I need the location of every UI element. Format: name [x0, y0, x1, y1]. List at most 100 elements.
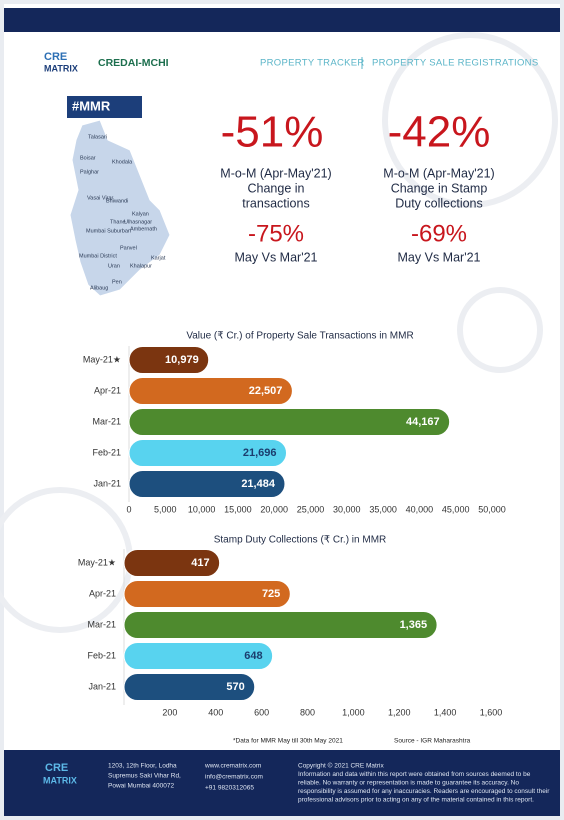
x-tick-label: 35,000: [369, 504, 397, 514]
x-tick-label: 200: [162, 707, 177, 717]
bar: [123, 611, 438, 639]
stat-sub-label: May Vs Mar'21: [398, 250, 481, 264]
top-band: [4, 8, 560, 32]
x-tick-label: 800: [300, 707, 315, 717]
x-tick-label: 10,000: [188, 504, 216, 514]
stat-sub-value: -69%: [411, 220, 467, 247]
category-label: Feb-21: [92, 447, 121, 457]
stat-label: Change in Stamp: [391, 181, 488, 195]
chart-title: Value (₹ Cr.) of Property Sale Transacti…: [186, 331, 413, 342]
bar: [128, 377, 293, 405]
chart-title: Stamp Duty Collections (₹ Cr.) in MMR: [214, 535, 387, 546]
map-place: Pen: [112, 279, 122, 285]
map-place: Palghar: [80, 169, 99, 175]
x-tick-label: 600: [254, 707, 269, 717]
footer-band: [4, 750, 560, 816]
partner-logo: CREDAI-MCHI: [98, 57, 169, 69]
source-note: Source - IGR Maharashtra: [394, 738, 471, 745]
bar: [128, 439, 288, 467]
x-tick-label: 40,000: [406, 504, 434, 514]
footer-address: Supremus Saki Vihar Rd,: [108, 773, 181, 780]
map-tag-bg: [67, 96, 142, 118]
bar: [128, 408, 451, 436]
bar: [128, 346, 210, 374]
x-tick-label: 1,400: [434, 707, 457, 717]
x-tick-label: 1,200: [388, 707, 411, 717]
x-tick-label: 30,000: [333, 504, 361, 514]
stat-label: transactions: [242, 196, 309, 210]
value-label: 21,484: [241, 478, 276, 490]
footer-copyright: Copyright © 2021 CRE Matrix: [298, 762, 384, 770]
value-label: 21,696: [243, 447, 277, 459]
footer-copyright: Information and data within this report …: [298, 771, 531, 778]
value-label: 1,365: [400, 619, 428, 631]
category-label: Jan-21: [88, 681, 116, 691]
stat-label: Duty collections: [395, 196, 483, 210]
stat-label: M-o-M (Apr-May'21): [383, 166, 494, 180]
x-tick-label: 1,000: [342, 707, 365, 717]
data-note: *Data for MMR May till 30th May 2021: [233, 738, 343, 745]
logo-cre: CRE: [44, 51, 67, 63]
footer-address: 1203, 12th Floor, Lodha: [108, 763, 177, 770]
x-tick-label: 400: [208, 707, 223, 717]
map-place: Talasari: [88, 134, 107, 140]
value-label: 44,167: [406, 416, 440, 428]
decor: [0, 32, 558, 633]
map-place: Khodala: [112, 159, 133, 165]
value-label: 10,979: [165, 354, 199, 366]
x-tick-label: 25,000: [297, 504, 325, 514]
x-tick-label: 20,000: [260, 504, 288, 514]
map-place: Panvel: [120, 245, 137, 251]
bar: [123, 549, 221, 577]
map-place: Boisar: [80, 155, 96, 161]
footer-logo-cre: CRE: [45, 762, 68, 774]
footer-contact[interactable]: +91 9820312065: [205, 785, 254, 792]
bar: [123, 673, 256, 701]
stat-sub-value: -75%: [248, 220, 304, 247]
footer-contact[interactable]: info@crematrix.com: [205, 774, 263, 781]
category-label: Mar-21: [92, 416, 121, 426]
map-place: Khalapur: [130, 263, 152, 269]
x-tick-label: 5,000: [154, 504, 177, 514]
category-label: May-21★: [83, 354, 121, 364]
value-label: 417: [191, 557, 209, 569]
map-place: Vasai Virar: [87, 195, 114, 201]
category-label: May-21★: [78, 557, 116, 567]
value-label: 570: [226, 681, 244, 693]
map-shape: [69, 119, 171, 297]
footer-contact[interactable]: www.crematrix.com: [204, 763, 261, 770]
x-tick-label: 0: [126, 504, 131, 514]
category-label: Apr-21: [89, 588, 116, 598]
map-place: Uran: [108, 263, 120, 269]
stat-sub-label: May Vs Mar'21: [235, 250, 318, 264]
x-tick-label: 50,000: [478, 504, 506, 514]
map-place: Mumbai District: [79, 253, 117, 259]
map-place: Ulhasnagar: [124, 219, 152, 225]
map-tag: #MMR: [72, 98, 111, 113]
footer-copyright: professional advisors prior to acting on…: [298, 797, 534, 804]
category-label: Mar-21: [87, 619, 116, 629]
stat-value: -51%: [221, 108, 324, 157]
category-label: Jan-21: [93, 478, 121, 488]
x-tick-label: 1,600: [480, 707, 503, 717]
x-tick-label: 45,000: [442, 504, 470, 514]
bar: [123, 642, 274, 670]
map-place: Bhiwandi: [106, 198, 128, 204]
nav-link[interactable]: PROPERTY TRACKER: [260, 58, 365, 69]
stat-label: M-o-M (Apr-May'21): [220, 166, 331, 180]
footer-address: Powai Mumbai 400072: [108, 783, 175, 790]
map-place: Mumbai Suburban: [86, 228, 131, 234]
map-place: Ambernath: [130, 226, 157, 232]
footer-copyright: reliable. No warranty or representation …: [298, 780, 519, 787]
stat-value: -42%: [388, 108, 491, 157]
x-tick-label: 15,000: [224, 504, 252, 514]
map-place: Kalyan: [132, 211, 149, 217]
nav-link[interactable]: PROPERTY SALE REGISTRATIONS: [372, 58, 538, 69]
footer-copyright: responsibility is assumed for any inaccu…: [298, 788, 550, 795]
map-place: Alibaug: [90, 285, 108, 291]
value-label: 22,507: [249, 385, 283, 397]
value-label: 725: [262, 588, 280, 600]
category-label: Feb-21: [87, 650, 116, 660]
stat-label: Change in: [248, 181, 305, 195]
